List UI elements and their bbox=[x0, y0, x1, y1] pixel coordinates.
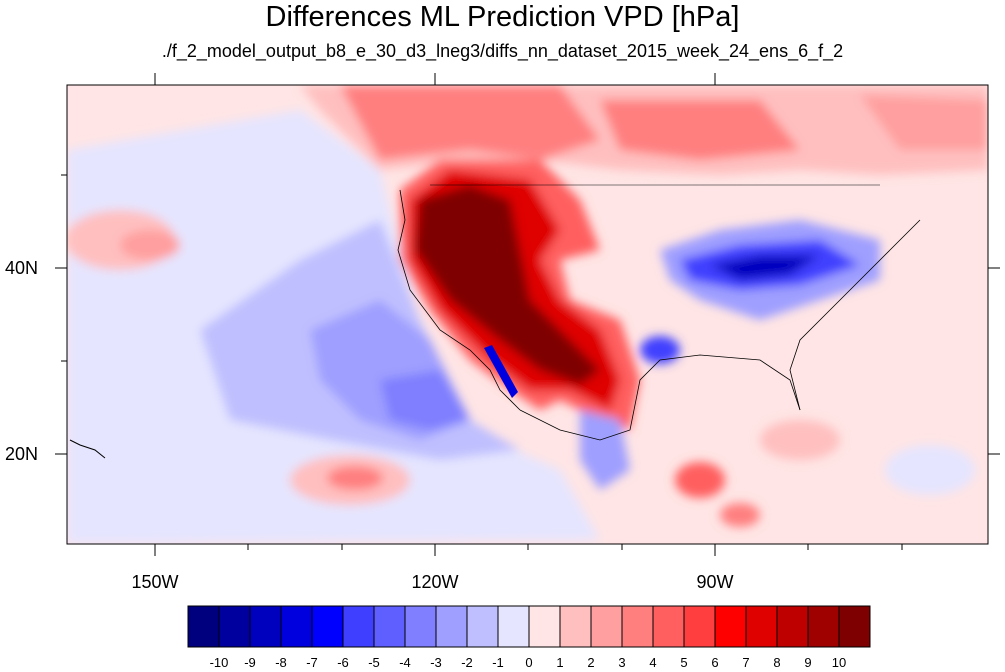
colorbar-label: -9 bbox=[244, 655, 256, 670]
baja-offshore-anomaly bbox=[380, 370, 470, 430]
colorbar-box bbox=[466, 605, 499, 648]
east-coastline bbox=[789, 219, 921, 411]
gulf-of-california-negative bbox=[484, 345, 518, 398]
texas-coast-negative bbox=[640, 336, 680, 364]
colorbar-label: -5 bbox=[368, 655, 380, 670]
west-coastline bbox=[397, 189, 521, 411]
colorbar-box bbox=[497, 605, 530, 648]
colorbar-label: 3 bbox=[618, 655, 626, 670]
caribbean-positive-anomaly bbox=[675, 462, 725, 498]
atlantic-positive-anomaly bbox=[760, 420, 840, 460]
colorbar-label: 0 bbox=[525, 655, 533, 670]
map-title: Differences ML Prediction VPD [hPa] bbox=[265, 1, 740, 33]
colorbar-label: -6 bbox=[337, 655, 349, 670]
colorbar-box bbox=[621, 605, 654, 648]
colorbar-box bbox=[528, 605, 561, 648]
map-ticks bbox=[55, 73, 1000, 556]
western-us-positive-core bbox=[415, 185, 600, 385]
hawaii-islands bbox=[69, 439, 106, 459]
colorbar-box bbox=[838, 605, 871, 648]
colorbar-box bbox=[249, 605, 282, 648]
map-subtitle: ./f_2_model_output_b8_e_30_d3_lneg3/diff… bbox=[161, 41, 844, 61]
colorbar-label: 9 bbox=[804, 655, 812, 670]
colorbar-box bbox=[745, 605, 778, 648]
colorbar-label: 8 bbox=[773, 655, 781, 670]
atlantic-negative-anomaly bbox=[885, 445, 975, 495]
colorbar-box bbox=[590, 605, 623, 648]
colorbar-box bbox=[280, 605, 313, 648]
colorbar-box bbox=[807, 605, 840, 648]
lon-label-90w: 90W bbox=[696, 572, 734, 592]
colorbar-label: 7 bbox=[742, 655, 750, 670]
colorbar-label: -7 bbox=[306, 655, 318, 670]
lat-label-40n: 40N bbox=[5, 258, 39, 278]
colorbar-label: 6 bbox=[711, 655, 719, 670]
colorbar-label: 1 bbox=[556, 655, 564, 670]
colorbar-label: -10 bbox=[209, 655, 229, 670]
colorbar-box bbox=[342, 605, 375, 648]
colorbar-box bbox=[311, 605, 344, 648]
mexico-negative-anomaly bbox=[580, 410, 630, 490]
central-canada-anomaly bbox=[600, 100, 800, 160]
colorbar-box bbox=[373, 605, 406, 648]
colorbar-label: -3 bbox=[430, 655, 442, 670]
tropical-positive-core bbox=[327, 466, 383, 490]
colorbar-label: -8 bbox=[275, 655, 287, 670]
colorbar-label: 10 bbox=[831, 655, 847, 670]
colorbar-box bbox=[435, 605, 468, 648]
gulf-coastline bbox=[519, 354, 801, 441]
colorbar-label: -1 bbox=[492, 655, 504, 670]
colorbar-box bbox=[404, 605, 437, 648]
pacific-positive-core bbox=[120, 230, 180, 260]
colorbar-label: 5 bbox=[680, 655, 688, 670]
eastern-canada-anomaly bbox=[860, 95, 988, 150]
lat-label-20n: 20N bbox=[5, 444, 39, 464]
colorbar-box bbox=[683, 605, 716, 648]
caribbean-positive-anomaly-2 bbox=[720, 503, 760, 527]
lon-label-150w: 150W bbox=[131, 572, 179, 592]
colorbar-box bbox=[559, 605, 592, 648]
colorbar-label: -4 bbox=[399, 655, 411, 670]
colorbar-box bbox=[187, 605, 220, 648]
colorbar-box bbox=[714, 605, 747, 648]
colorbar-box bbox=[218, 605, 251, 648]
colorbar-box bbox=[652, 605, 685, 648]
northwest-canada-anomaly bbox=[340, 85, 600, 160]
eastern-us-negative-core bbox=[710, 255, 820, 280]
colorbar-label: -2 bbox=[461, 655, 473, 670]
colorbar-label: 4 bbox=[649, 655, 657, 670]
colorbar-label: 2 bbox=[587, 655, 595, 670]
lon-label-120w: 120W bbox=[411, 572, 459, 592]
colorbar-box bbox=[776, 605, 809, 648]
